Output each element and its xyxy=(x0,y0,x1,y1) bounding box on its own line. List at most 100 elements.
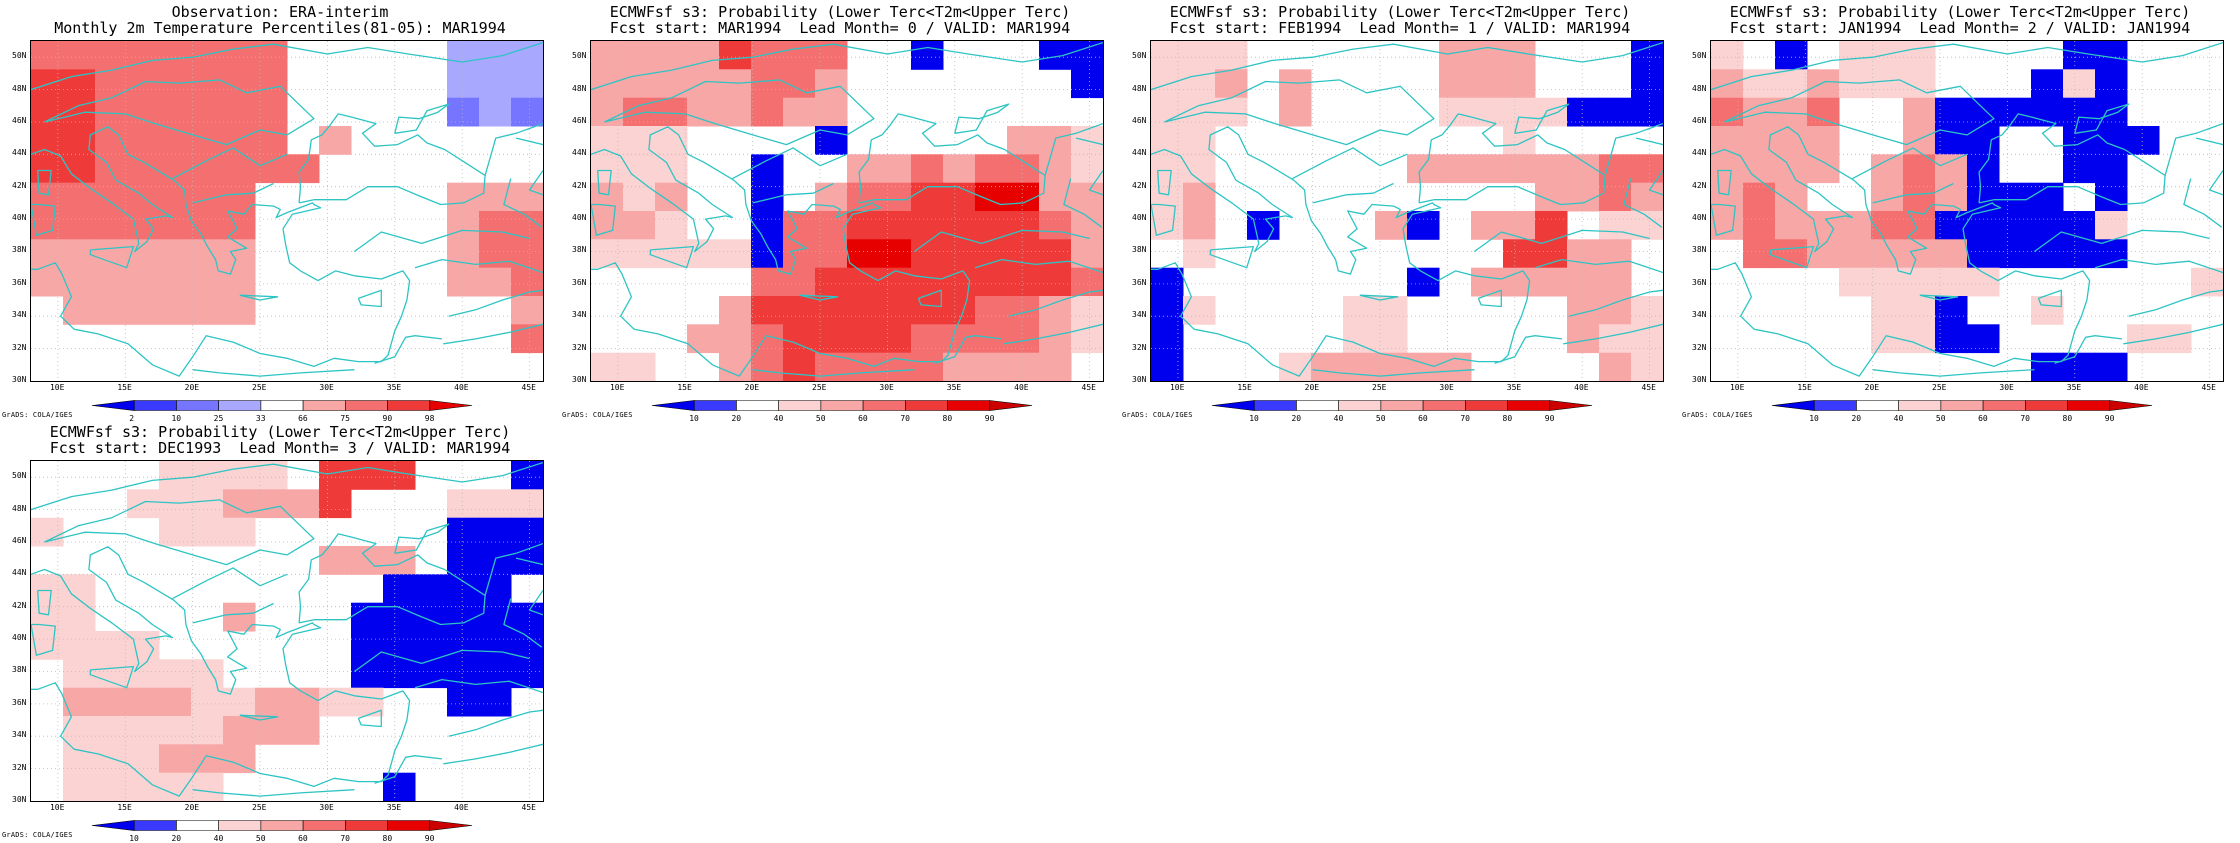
colorbar-segment xyxy=(345,820,388,831)
map-canvas xyxy=(1711,41,2223,381)
lon-tick-label: 15E xyxy=(1237,383,1252,392)
coastline xyxy=(414,258,543,274)
lat-tick-label: 46N xyxy=(572,115,587,125)
panel-title: Observation: ERA-interim xyxy=(171,3,389,21)
lon-tick-label: 10E xyxy=(49,383,65,392)
lat-tick-label: 36N xyxy=(1692,277,1707,287)
grid-cell xyxy=(127,489,160,519)
colorbar-label: 90 xyxy=(984,414,995,423)
grid-cell xyxy=(1807,69,1840,99)
coastline xyxy=(752,182,834,204)
coastline xyxy=(1157,169,1172,196)
coastline xyxy=(1292,147,1408,180)
colorbar xyxy=(1212,400,1592,411)
colorbar-label: 90 xyxy=(382,414,393,423)
lat-tick-label: 50N xyxy=(572,51,587,61)
grid-cell xyxy=(1775,69,1808,99)
grid-cell xyxy=(1839,211,1872,240)
grid-cell xyxy=(223,211,256,240)
colorbar-label: 10 xyxy=(171,414,182,423)
colorbar-segment xyxy=(652,400,695,411)
lat-tick-label: 50N xyxy=(1692,51,1707,61)
lon-tick-label: 40E xyxy=(454,383,469,392)
coastline xyxy=(31,203,56,236)
grid-cell xyxy=(975,211,1008,240)
coastline xyxy=(515,137,543,146)
colorbar-segment xyxy=(693,400,737,411)
grid-cell xyxy=(719,41,752,70)
lat-tick-label: 50N xyxy=(1132,51,1147,61)
grid-cell xyxy=(511,182,543,212)
lat-tick-label: 42N xyxy=(12,180,27,190)
grid-cell xyxy=(879,296,912,325)
coastline xyxy=(1769,245,1815,269)
grid-cell xyxy=(447,41,480,70)
grid-cell xyxy=(1503,41,1536,70)
grid-cell xyxy=(447,546,480,575)
grid-cell xyxy=(159,267,192,297)
grid-cell xyxy=(447,631,480,660)
colorbar-segment xyxy=(133,820,177,831)
grid-cell xyxy=(383,461,416,490)
coastline xyxy=(354,649,530,673)
colorbar-segment xyxy=(92,400,135,411)
grid-cell xyxy=(159,772,192,801)
grid-cell xyxy=(2031,69,2064,99)
grid-cell xyxy=(1007,211,1040,240)
grid-cell xyxy=(1151,267,1184,297)
grid-cell xyxy=(191,41,224,70)
grid-cell xyxy=(655,182,688,212)
colorbar-label: 60 xyxy=(858,414,868,423)
lon-tick-label: 15E xyxy=(1797,383,1812,392)
coastline xyxy=(1477,289,1502,308)
colorbar-segment xyxy=(1296,400,1339,411)
grid-cell xyxy=(943,239,976,269)
lat-tick-label: 34N xyxy=(12,730,27,740)
lat-tick-label: 46N xyxy=(12,535,27,545)
grid-cell xyxy=(1711,41,1744,70)
grid-cell xyxy=(943,211,976,240)
lon-tick-label: 15E xyxy=(117,383,132,392)
lat-tick-label: 40N xyxy=(12,633,27,643)
grid-cell xyxy=(655,41,688,70)
grid-cell xyxy=(1535,267,1568,297)
grid-cell xyxy=(1007,352,1040,381)
grid-cell xyxy=(447,211,480,240)
grid-cell xyxy=(2031,352,2064,381)
grid-cell xyxy=(879,182,912,212)
colorbar xyxy=(652,400,1032,411)
colorbar-label: 80 xyxy=(2062,414,2073,423)
lat-tick-label: 32N xyxy=(12,342,27,352)
grid-cell xyxy=(223,41,256,70)
grid-cell xyxy=(2095,239,2128,269)
grid-cell xyxy=(1903,41,1936,70)
coastline xyxy=(1008,289,1103,317)
grid-cell xyxy=(1535,211,1568,240)
grid-cell xyxy=(159,489,192,519)
grid-cell xyxy=(2095,154,2128,184)
coastline xyxy=(1312,369,1475,377)
coastline xyxy=(414,678,543,694)
grid-cell xyxy=(287,489,320,519)
lon-tick-label: 20E xyxy=(184,803,200,812)
grid-cell xyxy=(1407,352,1440,381)
lat-tick-label: 50N xyxy=(12,471,27,481)
lon-tick-label: 25E xyxy=(812,383,827,392)
grid-cell xyxy=(1471,41,1504,70)
grid-cell xyxy=(31,239,64,269)
colorbar-segment xyxy=(2109,400,2152,411)
grid-cell xyxy=(127,211,160,240)
grid-cell xyxy=(2063,69,2096,99)
lat-tick-label: 44N xyxy=(12,148,27,158)
lat-tick-label: 30N xyxy=(572,375,587,384)
grid-cell xyxy=(591,154,624,184)
colorbar-segment xyxy=(133,400,177,411)
lat-tick-label: 40N xyxy=(1692,213,1707,223)
coastline xyxy=(1075,137,1103,146)
coastline xyxy=(31,461,543,511)
grid-cell xyxy=(447,239,480,269)
colorbar-label: 75 xyxy=(340,414,350,423)
coastline xyxy=(2208,170,2223,196)
colorbar-label: 70 xyxy=(340,834,350,843)
grid-cell xyxy=(1439,352,1472,381)
